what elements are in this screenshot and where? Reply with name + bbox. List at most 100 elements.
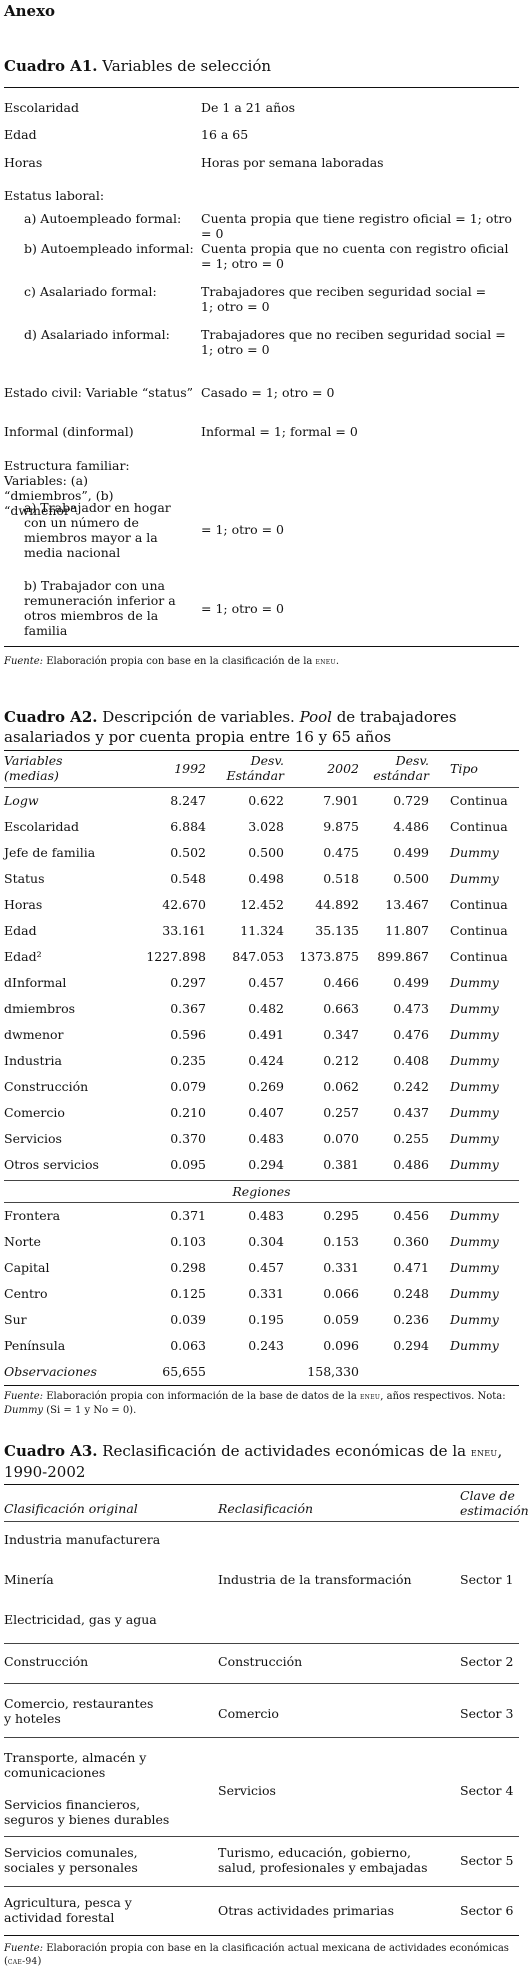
table-row: Centro 0.125 0.331 0.066 0.248 Dummy bbox=[4, 1281, 519, 1307]
a3-original-item: Industria manufacturera bbox=[4, 1532, 161, 1547]
a2-mean-1992: 0.297 bbox=[170, 975, 206, 990]
table-a1-top-rule bbox=[4, 87, 519, 88]
a2-sd-2002: 0.408 bbox=[393, 1053, 429, 1068]
table-a2-top-rule bbox=[4, 750, 519, 751]
a3-header-reclass: Reclasificación bbox=[218, 1501, 314, 1516]
a2-mean-2002: 0.475 bbox=[323, 845, 359, 860]
a2-sd-1992: 0.483 bbox=[248, 1131, 284, 1146]
a2-mean-2002: 0.062 bbox=[323, 1079, 359, 1094]
a2-note-text-1: Elaboración propia con información de la… bbox=[43, 1391, 360, 1402]
a2-sd-2002: 13.467 bbox=[385, 897, 429, 912]
a2-var: dwmenor bbox=[4, 1027, 64, 1042]
a3-reclass: Industria de la transformación bbox=[218, 1572, 412, 1587]
a2-tipo: Dummy bbox=[450, 1131, 499, 1146]
a1-value-edad: 16 a 65 bbox=[201, 127, 249, 142]
a2-mean-1992: 1227.898 bbox=[146, 949, 206, 964]
a2-var: Escolaridad bbox=[4, 819, 79, 834]
table-row: Capital 0.298 0.457 0.331 0.471 Dummy bbox=[4, 1255, 519, 1281]
table-row: dwmenor 0.596 0.491 0.347 0.476 Dummy bbox=[4, 1022, 519, 1048]
a2-mean-2002: 0.153 bbox=[323, 1234, 359, 1249]
a2-tipo: Continua bbox=[450, 819, 508, 834]
a2-sd-1992: 0.294 bbox=[248, 1157, 284, 1172]
a3-header-key: Clave de estimación bbox=[460, 1488, 528, 1518]
a2-sd-2002: 0.499 bbox=[393, 975, 429, 990]
a2-tipo: Dummy bbox=[450, 1001, 499, 1016]
a2-mean-1992: 0.298 bbox=[170, 1260, 206, 1275]
a2-obs-label: Observaciones bbox=[4, 1364, 97, 1379]
a2-mean-1992: 0.502 bbox=[170, 845, 206, 860]
table-row: Otros servicios 0.095 0.294 0.381 0.486 … bbox=[4, 1152, 519, 1178]
a2-sd-2002: 0.456 bbox=[393, 1208, 429, 1223]
a3-header-original: Clasificación original bbox=[4, 1501, 138, 1516]
table-row: Jefe de familia 0.502 0.500 0.475 0.499 … bbox=[4, 840, 519, 866]
a2-var: Comercio bbox=[4, 1105, 65, 1120]
table-a3-header-rule bbox=[4, 1521, 519, 1522]
table-row: Logw 8.247 0.622 7.901 0.729 Continua bbox=[4, 788, 519, 814]
a2-mean-2002: 35.135 bbox=[315, 923, 359, 938]
table-row: dmiembros 0.367 0.482 0.663 0.473 Dummy bbox=[4, 996, 519, 1022]
a2-var: Jefe de familia bbox=[4, 845, 96, 860]
table-row: Horas 42.670 12.452 44.892 13.467 Contin… bbox=[4, 892, 519, 918]
a2-mean-2002: 9.875 bbox=[323, 819, 359, 834]
a2-sd-1992: 0.243 bbox=[248, 1338, 284, 1353]
a2-mean-2002: 44.892 bbox=[315, 897, 359, 912]
table-a2-regions-rule-bottom bbox=[4, 1202, 519, 1203]
a2-var: Edad bbox=[4, 923, 37, 938]
a1-label-asalariado-formal: c) Asalariado formal: bbox=[24, 284, 157, 299]
a2-mean-2002: 0.070 bbox=[323, 1131, 359, 1146]
a2-note-text-2: , años respectivos. Nota: bbox=[380, 1391, 506, 1402]
a2-var: Edad² bbox=[4, 949, 42, 964]
a2-sd-1992: 0.498 bbox=[248, 871, 284, 886]
a1-value-horas: Horas por semana laboradas bbox=[201, 155, 384, 170]
a2-tipo: Continua bbox=[450, 897, 508, 912]
a2-mean-2002: 0.518 bbox=[323, 871, 359, 886]
a2-header-1992: 1992 bbox=[174, 761, 206, 776]
a2-regions-label: Regiones bbox=[232, 1184, 291, 1199]
a1-label-asalariado-informal: d) Asalariado informal: bbox=[24, 327, 170, 342]
a2-region: Capital bbox=[4, 1260, 50, 1275]
a2-mean-2002: 0.347 bbox=[323, 1027, 359, 1042]
a2-region: Sur bbox=[4, 1312, 27, 1327]
a2-sd-2002: 0.500 bbox=[393, 871, 429, 886]
a3-original-item: Construcción bbox=[4, 1654, 89, 1669]
table-a3-title: Cuadro A3. Reclasificación de actividade… bbox=[4, 1441, 519, 1482]
a2-tipo: Continua bbox=[450, 793, 508, 808]
a2-mean-1992: 0.125 bbox=[170, 1286, 206, 1301]
a2-tipo: Dummy bbox=[450, 1027, 499, 1042]
table-row-observaciones: Observaciones 65,655 158,330 bbox=[4, 1359, 519, 1385]
a3-reclass: Otras actividades primarias bbox=[218, 1903, 394, 1918]
table-a2-title-text-2: de trabajadores asalariados y por cuenta… bbox=[4, 708, 457, 746]
a2-sd-2002: 0.294 bbox=[393, 1338, 429, 1353]
a2-sd-2002: 0.499 bbox=[393, 845, 429, 860]
table-row: Comercio 0.210 0.407 0.257 0.437 Dummy bbox=[4, 1100, 519, 1126]
a2-mean-2002: 0.212 bbox=[323, 1053, 359, 1068]
table-a1-title-text: Variables de selección bbox=[97, 57, 272, 75]
a1-note-end: . bbox=[335, 656, 340, 667]
a1-label-edad: Edad bbox=[4, 127, 37, 142]
a1-label-estructura-familiar: Estructura familiar: Variables: (a) “dmi… bbox=[4, 458, 130, 518]
a2-sd-1992: 0.500 bbox=[248, 845, 284, 860]
table-row: Frontera 0.371 0.483 0.295 0.456 Dummy bbox=[4, 1203, 519, 1229]
a3-key: Sector 1 bbox=[460, 1572, 514, 1587]
a3-original-item: Agricultura, pesca y actividad forestal bbox=[4, 1895, 132, 1925]
a2-var: Otros servicios bbox=[4, 1157, 99, 1172]
a2-sd-1992: 0.269 bbox=[248, 1079, 284, 1094]
a2-sd-2002: 0.360 bbox=[393, 1234, 429, 1249]
a2-tipo: Dummy bbox=[450, 845, 499, 860]
a2-region: Península bbox=[4, 1338, 66, 1353]
a2-region: Norte bbox=[4, 1234, 41, 1249]
a2-var: dmiembros bbox=[4, 1001, 76, 1016]
a2-tipo: Dummy bbox=[450, 1157, 499, 1172]
a2-tipo: Dummy bbox=[450, 1338, 499, 1353]
a2-tipo: Dummy bbox=[450, 975, 499, 990]
a2-tipo: Dummy bbox=[450, 1053, 499, 1068]
a3-key: Sector 4 bbox=[460, 1783, 514, 1798]
a3-original-item: Servicios comunales, sociales y personal… bbox=[4, 1845, 138, 1875]
a3-original-item: Minería bbox=[4, 1572, 54, 1587]
a1-value-autoempleado-informal: Cuenta propia que no cuenta con registro… bbox=[201, 241, 509, 271]
a1-label-estado-civil: Estado civil: Variable “status” bbox=[4, 385, 194, 400]
a1-value-autoempleado-formal: Cuenta propia que tiene registro oficial… bbox=[201, 211, 512, 241]
table-a3-title-number: Cuadro A3. bbox=[4, 1442, 98, 1460]
a2-mean-2002: 0.331 bbox=[323, 1260, 359, 1275]
a2-tipo: Dummy bbox=[450, 1079, 499, 1094]
